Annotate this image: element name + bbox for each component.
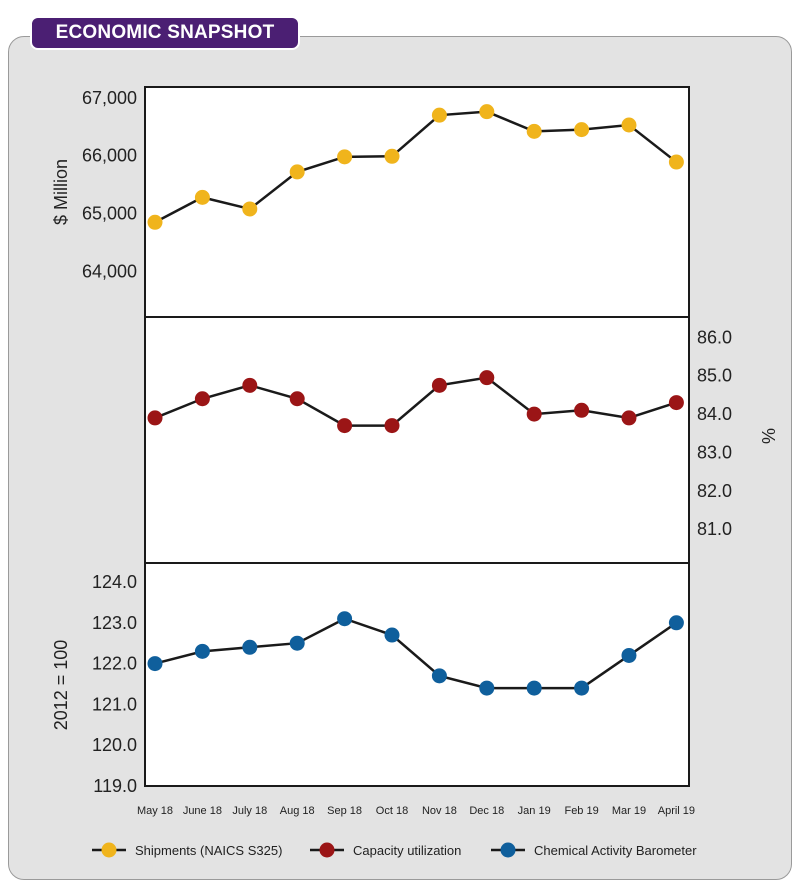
capacity-point-3 — [289, 391, 305, 407]
capacity-point-8 — [526, 406, 542, 422]
xtick-7: Dec 18 — [469, 805, 504, 817]
header-title: ECONOMIC SNAPSHOT — [30, 16, 300, 50]
xtick-6: Nov 18 — [422, 805, 457, 817]
shipments-point-4 — [337, 149, 353, 165]
xtick-2: July 18 — [232, 805, 267, 817]
xtick-10: Mar 19 — [612, 805, 646, 817]
cab-point-7 — [479, 680, 495, 696]
xtick-8: Jan 19 — [518, 805, 551, 817]
cab-point-11 — [668, 615, 684, 631]
shipments-point-3 — [289, 164, 305, 180]
capacity-point-1 — [194, 391, 210, 407]
capacity-point-7 — [479, 370, 495, 386]
capacity-ytick-0: 81.0 — [697, 519, 732, 539]
plot-panel-shipments — [144, 86, 690, 318]
cab-point-4 — [337, 611, 353, 627]
legend-marker-cab — [500, 842, 516, 858]
capacity-line — [154, 376, 677, 427]
capacity-ytick-4: 85.0 — [697, 366, 732, 386]
capacity-point-0 — [147, 410, 163, 426]
shipments-ytick-3: 67,000 — [82, 88, 137, 108]
xtick-0: May 18 — [137, 805, 173, 817]
xtick-11: April 19 — [658, 805, 695, 817]
cab-point-3 — [289, 635, 305, 651]
capacity-point-4 — [337, 418, 353, 434]
legend: Shipments (NAICS S325) Capacity utilizat… — [92, 842, 697, 858]
capacity-ytick-2: 83.0 — [697, 442, 732, 462]
xtick-9: Feb 19 — [564, 805, 598, 817]
legend-label-capacity: Capacity utilization — [353, 843, 461, 858]
shipments-ytick-0: 64,000 — [82, 261, 137, 281]
capacity-point-11 — [668, 395, 684, 411]
cab-ytick-4: 123.0 — [92, 613, 137, 633]
shipments-point-1 — [194, 189, 210, 205]
cab-line — [154, 617, 678, 690]
capacity-point-10 — [621, 410, 637, 426]
cab-ytick-0: 119.0 — [93, 776, 137, 796]
ylabel-shipments: $ Million — [51, 159, 71, 225]
capacity-ytick-5: 86.0 — [697, 327, 732, 347]
cab-point-5 — [384, 627, 400, 643]
shipments-point-2 — [242, 201, 258, 217]
shipments-point-10 — [621, 117, 637, 133]
legend-label-shipments: Shipments (NAICS S325) — [135, 843, 282, 858]
shipments-point-9 — [574, 122, 590, 138]
cab-ytick-3: 122.0 — [92, 654, 137, 674]
shipments-ytick-2: 66,000 — [82, 146, 137, 166]
cab-point-0 — [147, 656, 163, 672]
legend-label-cab: Chemical Activity Barometer — [534, 843, 697, 858]
shipments-point-7 — [479, 104, 495, 120]
ylabel-cab: 2012 = 100 — [51, 640, 71, 731]
xtick-5: Oct 18 — [376, 805, 408, 817]
shipments-point-11 — [668, 154, 684, 170]
capacity-ytick-3: 84.0 — [697, 404, 732, 424]
y-axis-ticks: 64,000 65,000 66,000 67,000 81.0 82.0 83.0 84.0… — [82, 88, 732, 796]
capacity-point-9 — [574, 402, 590, 418]
x-axis-ticks: May 18 June 18 July 18 Aug 18 Sep 18 Oct 18 No… — [137, 805, 695, 817]
capacity-point-5 — [384, 418, 400, 434]
cab-ytick-2: 121.0 — [92, 694, 137, 714]
capacity-point-2 — [242, 377, 258, 393]
cab-point-6 — [431, 668, 447, 684]
plot-panel-capacity — [144, 316, 690, 564]
capacity-ytick-1: 82.0 — [697, 481, 732, 501]
legend-marker-capacity — [319, 842, 335, 858]
cab-point-8 — [526, 680, 542, 696]
legend-marker-shipments — [101, 842, 117, 858]
cab-point-10 — [621, 647, 637, 663]
shipments-ytick-1: 65,000 — [82, 204, 137, 224]
cab-point-2 — [242, 639, 258, 655]
shipments-series — [147, 104, 684, 230]
capacity-point-6 — [431, 377, 447, 393]
cab-ytick-5: 124.0 — [92, 572, 137, 592]
capacity-series — [147, 370, 684, 434]
shipments-point-6 — [431, 107, 447, 123]
cab-point-9 — [574, 680, 590, 696]
cab-series — [147, 611, 684, 696]
shipments-point-8 — [526, 123, 542, 139]
xtick-4: Sep 18 — [327, 805, 362, 817]
xtick-1: June 18 — [183, 805, 222, 817]
plot-panel-cab — [144, 562, 690, 787]
shipments-point-0 — [147, 214, 163, 230]
ylabel-capacity: % — [758, 428, 778, 444]
cab-ytick-1: 120.0 — [92, 735, 137, 755]
xtick-3: Aug 18 — [280, 805, 315, 817]
shipments-point-5 — [384, 148, 400, 164]
cab-point-1 — [194, 643, 210, 659]
shipments-line — [154, 110, 678, 224]
